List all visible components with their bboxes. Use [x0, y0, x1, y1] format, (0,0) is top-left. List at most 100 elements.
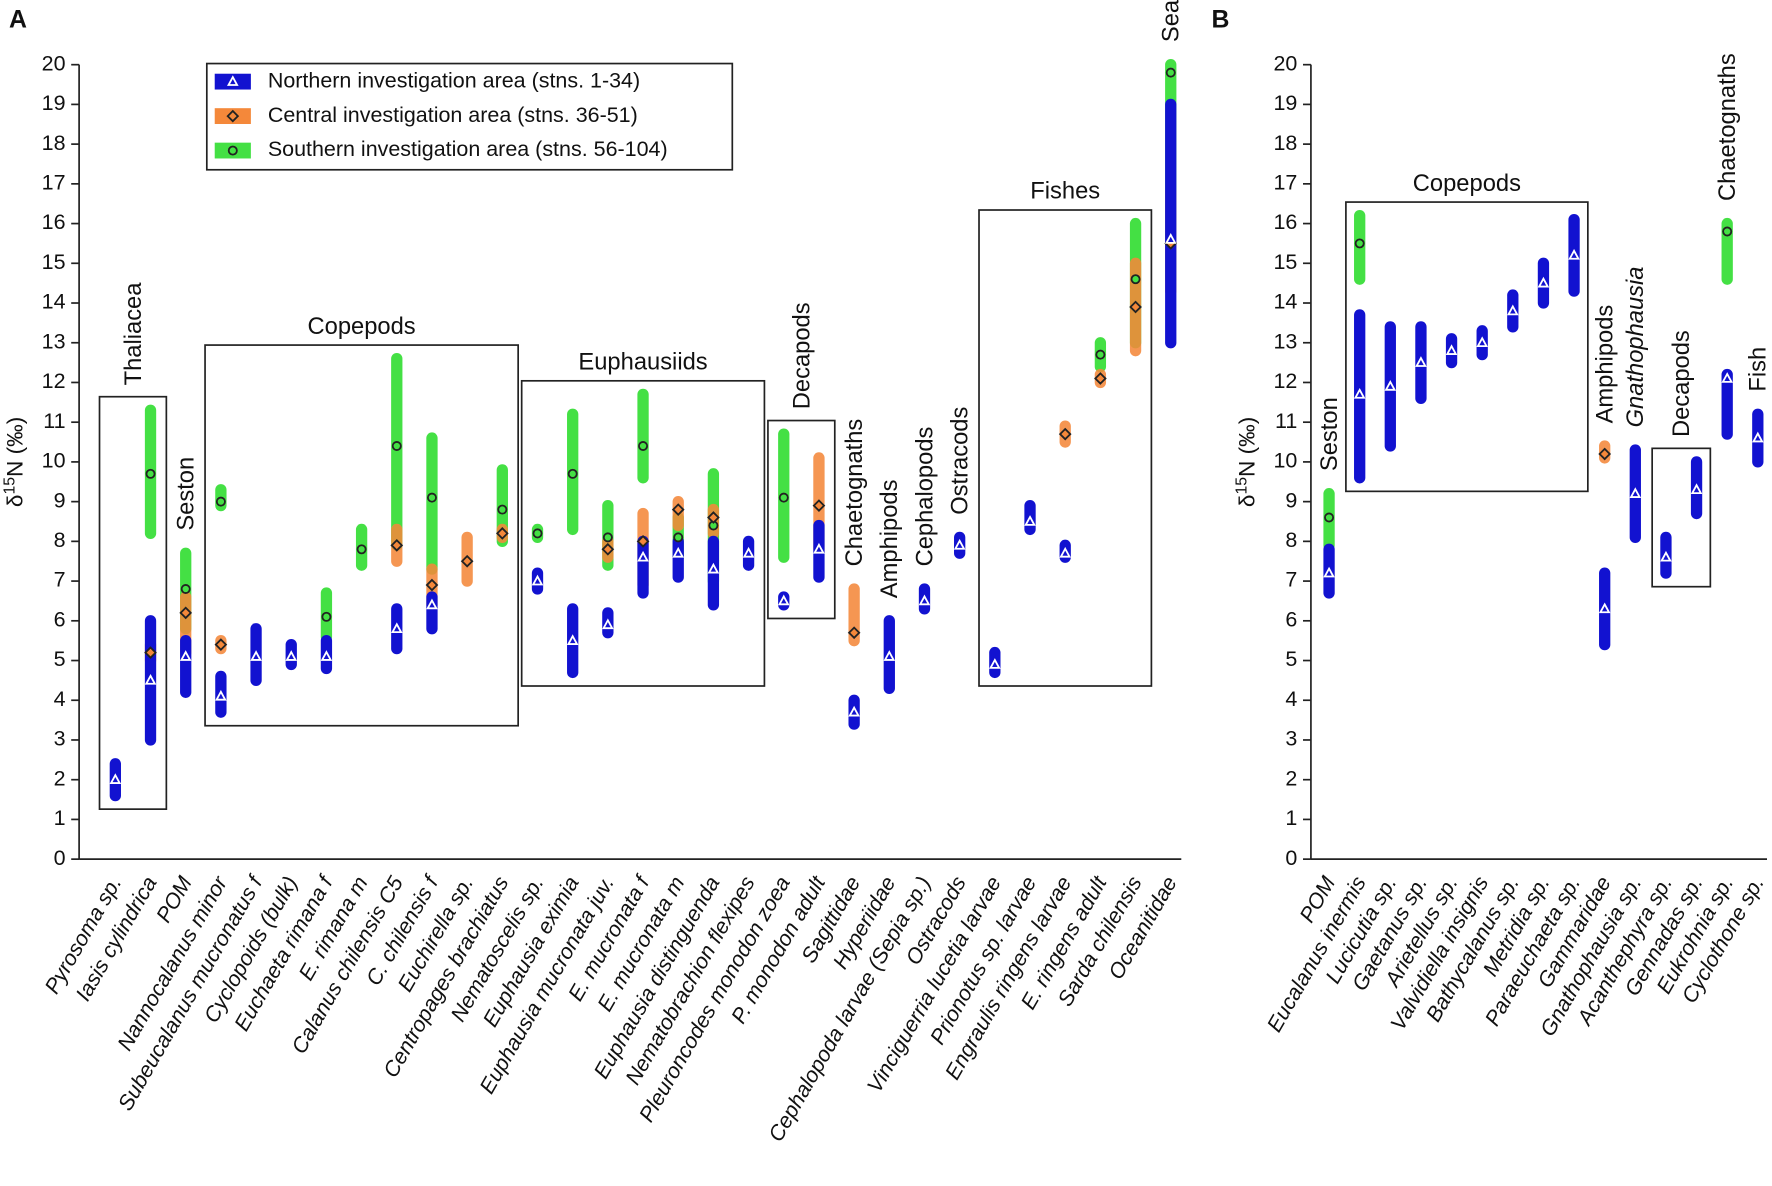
- group-box: [978, 209, 1153, 687]
- mean-marker: [707, 511, 720, 524]
- mean-marker: [883, 650, 896, 661]
- mean-marker: [601, 542, 615, 556]
- range-bar: [637, 535, 649, 599]
- mean-marker: [1629, 487, 1642, 498]
- mean-marker: [390, 622, 403, 634]
- y-tick-label: 8: [1285, 528, 1297, 552]
- mean-marker: [1323, 566, 1335, 578]
- mean-marker: [426, 492, 437, 503]
- y-label-part: 15: [1233, 477, 1250, 495]
- range-bar: [391, 352, 403, 551]
- mean-marker: [638, 441, 649, 451]
- group-label: Amphipods: [877, 480, 903, 599]
- group-label: Decapods: [1669, 330, 1695, 437]
- mean-marker: [1024, 515, 1036, 526]
- legend-label: Northern investigation area (stns. 1-34): [268, 68, 640, 92]
- mean-marker: [1568, 248, 1580, 260]
- y-label-part: 15: [1, 477, 18, 495]
- mean-marker: [356, 544, 367, 555]
- mean-marker: [250, 650, 262, 661]
- mean-marker: [812, 499, 826, 512]
- y-tick-label: 4: [54, 687, 66, 711]
- group-box: [520, 379, 766, 687]
- range-bar: [180, 635, 192, 698]
- legend-marker: [226, 109, 240, 123]
- group-label: Seston: [174, 457, 200, 531]
- mean-marker: [1059, 546, 1072, 558]
- mean-marker: [777, 594, 790, 606]
- group-label: Chaetognaths: [1715, 53, 1741, 201]
- y-tick-label: 6: [54, 607, 66, 631]
- mean-marker: [1384, 380, 1397, 391]
- mean-marker: [215, 496, 226, 507]
- mean-marker: [602, 618, 614, 630]
- group-label: Ostracods: [948, 407, 974, 515]
- mean-marker: [671, 503, 685, 516]
- y-tick-label: 10: [42, 449, 66, 473]
- mean-marker: [602, 532, 613, 543]
- group-label: Cephalopods: [912, 427, 938, 567]
- mean-marker: [1537, 276, 1550, 288]
- y-tick-label: 15: [42, 250, 66, 274]
- mean-marker: [1130, 274, 1141, 285]
- mean-marker: [1354, 238, 1365, 249]
- mean-marker: [636, 534, 650, 548]
- group-label: Euphausiids: [578, 350, 707, 376]
- mean-marker: [1164, 233, 1177, 244]
- y-tick-label: 18: [42, 131, 66, 155]
- mean-marker: [778, 492, 789, 503]
- mean-marker: [180, 584, 191, 594]
- y-tick-label: 1: [54, 806, 66, 830]
- y-tick-label: 10: [1273, 449, 1297, 473]
- y-tick-label: 7: [1285, 568, 1297, 592]
- y-tick-label: 15: [1273, 250, 1297, 274]
- mean-marker: [918, 594, 931, 606]
- y-axis-label: δ15N (‰): [1, 417, 28, 507]
- mean-marker: [673, 532, 684, 543]
- y-tick-label: 13: [1273, 329, 1297, 353]
- y-tick-label: 17: [1273, 171, 1297, 195]
- mean-marker: [1506, 304, 1519, 316]
- y-tick-label: 1: [1285, 806, 1297, 830]
- y-tick-label: 2: [1285, 766, 1297, 790]
- y-tick-label: 17: [42, 171, 66, 195]
- mean-marker: [813, 542, 825, 554]
- y-tick-label: 5: [54, 647, 66, 671]
- mean-marker: [109, 773, 122, 784]
- mean-marker: [145, 468, 156, 479]
- group-label: Copepods: [308, 314, 416, 340]
- y-tick-label: 13: [42, 329, 66, 353]
- group-label: Decapods: [789, 302, 815, 409]
- y-tick-label: 7: [54, 568, 66, 592]
- y-label-part: δ: [3, 495, 28, 508]
- legend-label: Southern investigation area (stns. 56-10…: [268, 137, 668, 161]
- group-box: [767, 419, 836, 620]
- mean-marker: [320, 650, 333, 661]
- y-tick-label: 5: [1285, 647, 1297, 671]
- mean-marker: [1722, 226, 1733, 237]
- y-tick-label: 0: [1285, 846, 1297, 870]
- mean-marker: [144, 673, 157, 685]
- mean-marker: [321, 611, 332, 622]
- group-box: [1651, 447, 1712, 588]
- mean-marker: [707, 562, 720, 574]
- mean-marker: [1129, 300, 1142, 314]
- mean-marker: [1598, 447, 1612, 461]
- mean-marker: [214, 638, 228, 651]
- legend-marker: [227, 145, 238, 156]
- group-label: Seabirds: [1159, 0, 1185, 42]
- group-label: Amphipods: [1593, 305, 1619, 424]
- mean-marker: [1353, 387, 1366, 399]
- y-tick-label: 11: [1275, 409, 1297, 433]
- panel-letter: B: [1211, 5, 1229, 33]
- y-tick-label: 12: [42, 369, 66, 393]
- mean-marker: [390, 538, 404, 552]
- y-label-part: N (‰): [1234, 417, 1259, 477]
- mean-marker: [1415, 356, 1427, 367]
- mean-marker: [567, 468, 578, 479]
- mean-marker: [179, 650, 192, 661]
- y-tick-label: 9: [1285, 488, 1297, 512]
- y-tick-label: 20: [42, 51, 66, 75]
- mean-marker: [1690, 483, 1703, 495]
